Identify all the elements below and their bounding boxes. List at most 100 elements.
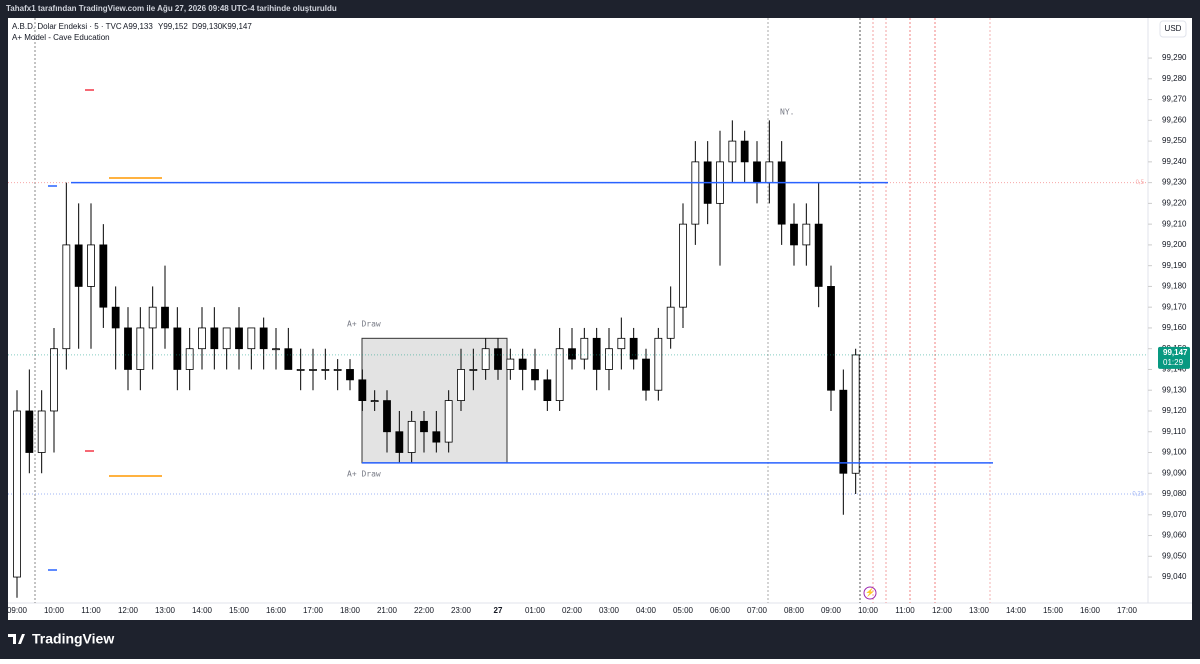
x-tick-label: 10:00	[858, 606, 879, 615]
candle-body	[506, 358, 515, 370]
candle-body	[309, 369, 317, 371]
candle-body	[296, 369, 305, 371]
box-label: A+ Draw	[347, 470, 381, 479]
x-tick-label: 11:00	[81, 606, 101, 615]
event-icon[interactable]	[863, 586, 877, 600]
candle-body	[790, 223, 798, 246]
y-tick-label: 99,220	[1162, 198, 1187, 207]
y-tick-label: 99,290	[1162, 53, 1187, 62]
candle-body	[555, 348, 564, 401]
x-tick-label: 12:00	[932, 606, 953, 615]
candle-body	[198, 327, 206, 350]
candle-body	[605, 348, 613, 370]
candle-body	[37, 410, 46, 453]
y-tick-label: 99,260	[1162, 115, 1187, 124]
fib-label: 0,5	[1136, 180, 1145, 186]
y-tick-label: 99,070	[1162, 510, 1187, 519]
y-tick-label: 99,170	[1162, 302, 1187, 311]
candle-body	[161, 306, 169, 329]
y-tick-label: 99,210	[1162, 219, 1187, 228]
y-tick-label: 99,240	[1162, 157, 1187, 166]
candle-body	[235, 327, 243, 350]
candle-body	[124, 327, 132, 370]
x-tick-label: 17:00	[1117, 606, 1138, 615]
x-tick-label: 14:00	[192, 606, 213, 615]
y-tick-label: 99,060	[1162, 531, 1187, 540]
x-tick-label: 22:00	[414, 606, 435, 615]
candle-body	[457, 369, 465, 401]
candle-body	[321, 369, 330, 371]
y-tick-label: 99,040	[1162, 572, 1187, 581]
y-tick-label: 99,280	[1162, 74, 1187, 83]
countdown: 01:29	[1163, 358, 1184, 367]
event-icon-glyph: ⚡	[865, 587, 875, 597]
candle-body	[629, 337, 638, 360]
y-tick-label: 99,200	[1162, 240, 1187, 249]
brand: TradingView	[32, 631, 114, 647]
candle-body	[851, 354, 860, 474]
x-tick-label: 16:00	[266, 606, 287, 615]
y-tick-label: 99,250	[1162, 136, 1187, 145]
x-tick-label: 17:00	[303, 606, 324, 615]
candle-body	[481, 348, 490, 370]
x-tick-label: 09:00	[821, 606, 842, 615]
candle-body	[50, 348, 58, 412]
candle-body	[814, 223, 823, 287]
candle-body	[802, 223, 811, 246]
candle-body	[383, 400, 391, 433]
markers	[48, 89, 162, 571]
x-tick-label: 27	[494, 606, 503, 615]
candle-body	[136, 327, 145, 370]
candle-body	[272, 348, 280, 351]
candle-body	[210, 327, 219, 350]
y-tick-label: 99,180	[1162, 282, 1187, 291]
x-tick-label: 15:00	[229, 606, 250, 615]
candle-body	[407, 420, 416, 453]
candle-body	[531, 369, 539, 381]
y-tick-label: 99,100	[1162, 448, 1187, 457]
candle-body	[284, 348, 293, 370]
candle-body	[654, 337, 663, 391]
candle-body	[148, 306, 157, 329]
x-tick-label: 06:00	[710, 606, 731, 615]
candle-body	[259, 327, 268, 350]
y-tick-label: 99,270	[1162, 95, 1187, 104]
candle-body	[777, 161, 786, 225]
candle-body	[518, 358, 527, 370]
brand-logo	[8, 634, 25, 644]
candle-body	[370, 400, 379, 402]
candle-body	[642, 358, 650, 391]
x-tick-label: 12:00	[118, 606, 139, 615]
x-tick-label: 21:00	[377, 606, 398, 615]
last-price-box	[1158, 346, 1190, 369]
x-tick-label: 07:00	[747, 606, 768, 615]
candle-body	[494, 348, 502, 370]
candle-body	[543, 379, 552, 401]
ohlc-close: K99,147	[222, 22, 252, 31]
indicator: A+ Model - Cave Education	[12, 33, 110, 42]
candle-body	[87, 244, 95, 287]
y-tick-label: 99,110	[1162, 427, 1186, 436]
x-tick-label: 09:00	[7, 606, 28, 615]
x-tick-label: 13:00	[969, 606, 990, 615]
x-tick-label: 10:00	[44, 606, 65, 615]
y-tick-label: 99,080	[1162, 489, 1187, 498]
candle-body	[568, 348, 576, 360]
y-tick-label: 99,160	[1162, 323, 1187, 332]
candle-body	[25, 410, 34, 453]
candle-body	[111, 306, 120, 329]
y-tick-label: 99,120	[1162, 406, 1187, 415]
x-tick-label: 05:00	[673, 606, 694, 615]
last-price: 99,147	[1163, 348, 1188, 357]
y-tick-label: 99,090	[1162, 468, 1187, 477]
candle-body	[247, 327, 256, 350]
y-tick-label: 99,140	[1162, 365, 1187, 374]
currency-box[interactable]	[1159, 20, 1187, 38]
candle-body	[13, 410, 21, 578]
candle-body	[62, 244, 71, 350]
candle-body	[753, 161, 761, 184]
ohlc-open: A99,133	[123, 22, 153, 31]
candle-body	[765, 161, 774, 184]
